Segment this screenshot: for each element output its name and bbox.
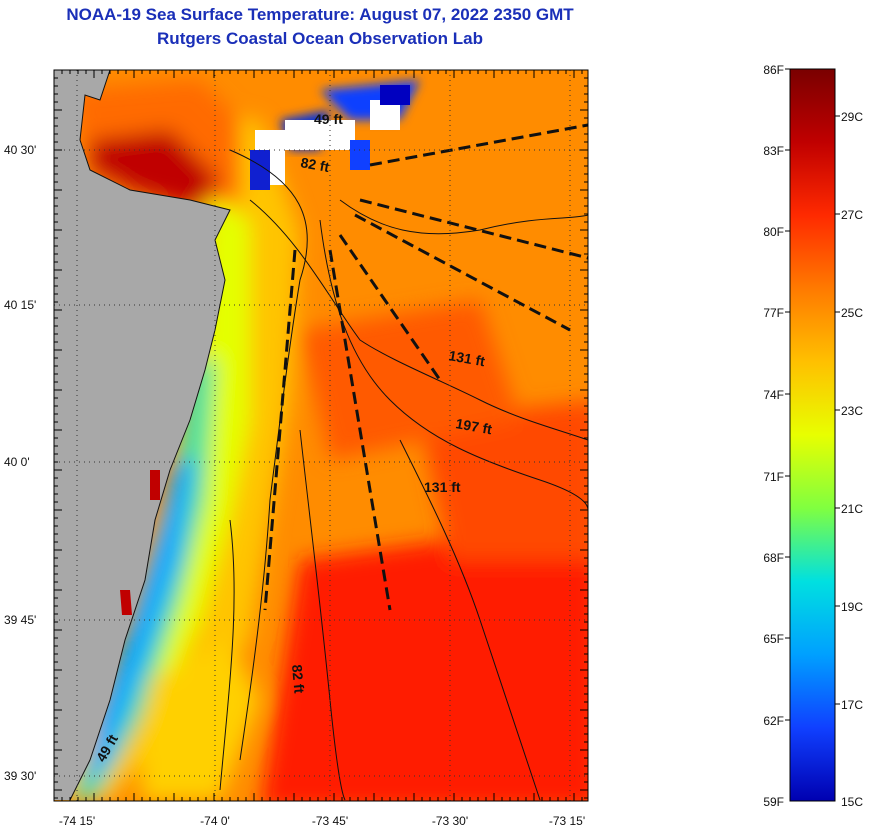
- colorbar-c-label: 21C: [841, 502, 863, 516]
- colorbar-c-label: 25C: [841, 306, 863, 320]
- lat-label: 39 30': [4, 769, 36, 783]
- colorbar-f-label: 59F: [763, 795, 784, 809]
- lat-label: 40 15': [4, 298, 36, 312]
- lon-label: -73 15': [549, 814, 585, 828]
- colorbar: [789, 68, 836, 802]
- depth-label: 49 ft: [314, 111, 343, 127]
- map-area: 49 ft 82 ft 131 ft 197 ft 131 ft 82 ft 4…: [54, 70, 588, 801]
- depth-label: 82 ft: [299, 154, 330, 175]
- lat-label: 40 30': [4, 143, 36, 157]
- lon-label: -73 45': [312, 814, 348, 828]
- colorbar-c-label: 27C: [841, 208, 863, 222]
- depth-label: 131 ft: [424, 479, 461, 495]
- cloud-patch: [285, 120, 355, 150]
- harbor-cold-water: [380, 85, 410, 105]
- graticule: [54, 70, 588, 801]
- colorbar-f-label: 80F: [763, 225, 784, 239]
- colorbar-ticks: [785, 68, 840, 721]
- harbor-cold-water: [350, 140, 370, 170]
- colorbar-f-label: 83F: [763, 144, 784, 158]
- lon-label: -74 0': [200, 814, 230, 828]
- colorbar-f-label: 62F: [763, 714, 784, 728]
- lon-label: -74 15': [59, 814, 95, 828]
- map-frame: [53, 69, 589, 802]
- map-subtitle: Rutgers Coastal Ocean Observation Lab: [157, 29, 483, 48]
- colorbar-c-label: 19C: [841, 600, 863, 614]
- lat-label: 40 0': [4, 455, 30, 469]
- depth-label: 197 ft: [454, 415, 493, 437]
- boundary-lines: [263, 123, 588, 611]
- land-mass: [54, 70, 231, 801]
- lat-label: 39 45': [4, 613, 36, 627]
- lon-label: -73 30': [432, 814, 468, 828]
- harbor-cold-water: [250, 150, 270, 190]
- colorbar-f-label: 74F: [763, 388, 784, 402]
- colorbar-f-label: 77F: [763, 306, 784, 320]
- depth-label: 82 ft: [289, 664, 307, 694]
- colorbar-f-label: 68F: [763, 551, 784, 565]
- frame-ticks: [53, 69, 588, 801]
- temperature-field: [60, 80, 588, 801]
- colorbar-f-label: 65F: [763, 632, 784, 646]
- colorbar-c-label: 29C: [841, 110, 863, 124]
- colorbar-f-label: 71F: [763, 470, 784, 484]
- colorbar-f-label: 86F: [763, 63, 784, 77]
- depth-label: 131 ft: [447, 347, 486, 369]
- colorbar-c-label: 15C: [841, 795, 863, 809]
- map-title: NOAA-19 Sea Surface Temperature: August …: [66, 5, 574, 24]
- colorbar-c-label: 17C: [841, 698, 863, 712]
- warm-pixels: [120, 470, 160, 615]
- colorbar-c-label: 23C: [841, 404, 863, 418]
- land-mass: [54, 70, 230, 800]
